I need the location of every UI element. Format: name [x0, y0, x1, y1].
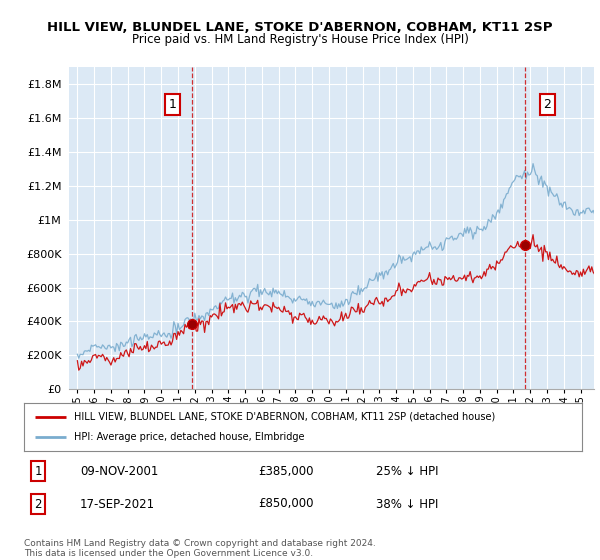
- Text: HPI: Average price, detached house, Elmbridge: HPI: Average price, detached house, Elmb…: [74, 432, 305, 442]
- Text: £385,000: £385,000: [259, 465, 314, 478]
- Text: HILL VIEW, BLUNDEL LANE, STOKE D'ABERNON, COBHAM, KT11 2SP (detached house): HILL VIEW, BLUNDEL LANE, STOKE D'ABERNON…: [74, 412, 496, 422]
- Text: HILL VIEW, BLUNDEL LANE, STOKE D'ABERNON, COBHAM, KT11 2SP: HILL VIEW, BLUNDEL LANE, STOKE D'ABERNON…: [47, 21, 553, 34]
- Text: 1: 1: [169, 98, 176, 111]
- Text: Contains HM Land Registry data © Crown copyright and database right 2024.
This d: Contains HM Land Registry data © Crown c…: [24, 539, 376, 558]
- Text: 2: 2: [543, 98, 551, 111]
- Text: 25% ↓ HPI: 25% ↓ HPI: [376, 465, 438, 478]
- Text: 1: 1: [34, 465, 42, 478]
- Text: 17-SEP-2021: 17-SEP-2021: [80, 497, 155, 511]
- Text: 38% ↓ HPI: 38% ↓ HPI: [376, 497, 438, 511]
- Text: 2: 2: [34, 497, 42, 511]
- Text: 09-NOV-2001: 09-NOV-2001: [80, 465, 158, 478]
- Text: Price paid vs. HM Land Registry's House Price Index (HPI): Price paid vs. HM Land Registry's House …: [131, 33, 469, 46]
- Text: £850,000: £850,000: [259, 497, 314, 511]
